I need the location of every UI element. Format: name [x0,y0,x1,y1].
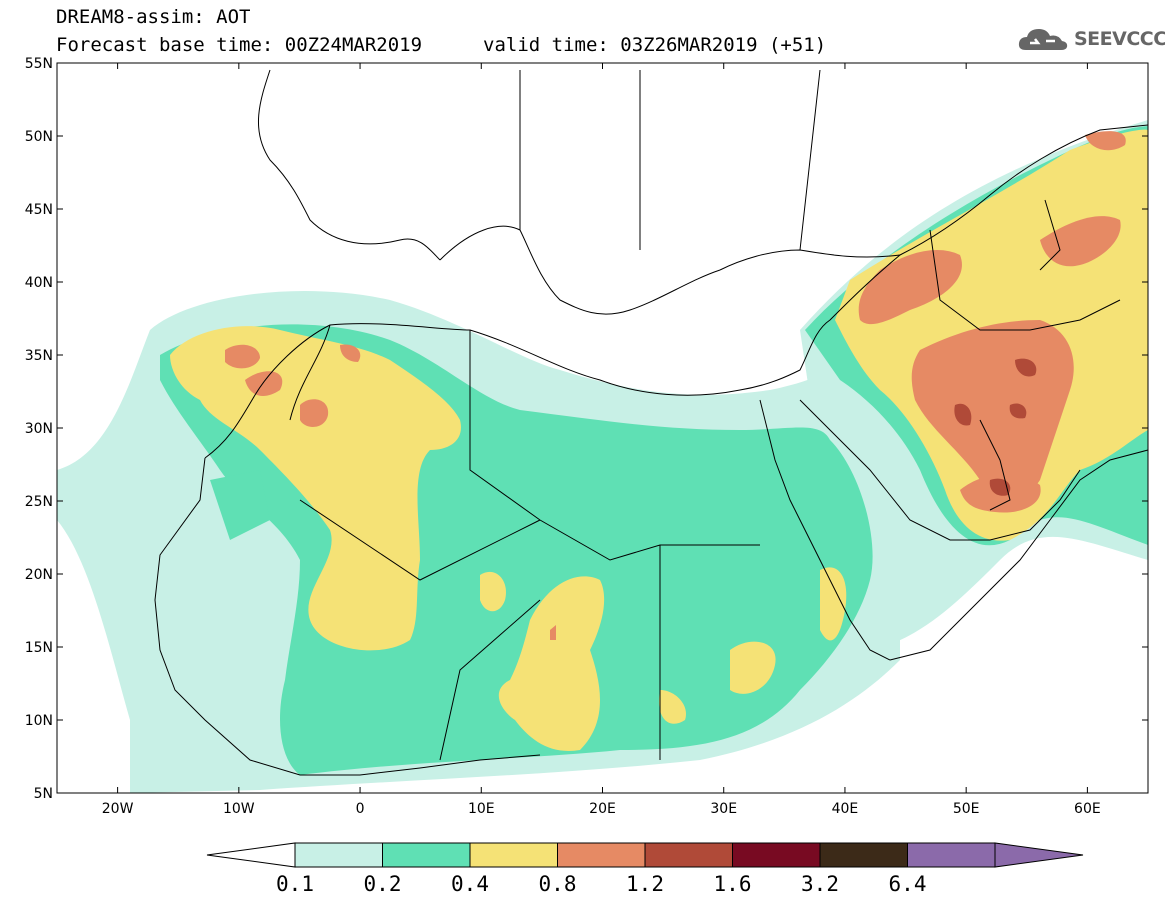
colorbar-label: 0.8 [539,872,577,896]
colorbar: 0.1 0.2 0.4 0.8 1.2 1.6 3.2 6.4 [206,842,1084,896]
colorbar-segment [732,842,821,868]
colorbar-segment [294,842,383,868]
colorbar-label: 0.1 [276,872,314,896]
colorbar-segment [644,842,733,868]
colorbar-segment [557,842,646,868]
lon-tick-label: 20E [589,801,616,817]
lat-tick-label: 20N [25,567,53,583]
lat-tick-label: 25N [25,494,53,510]
lat-tick-label: 5N [34,786,53,802]
logo-text: SEEVCCC [1074,28,1165,50]
lat-tick-label: 40N [25,275,53,291]
lon-tick-label: 50E [953,801,980,817]
seevccc-logo: SEEVCCC [1016,24,1165,54]
lon-tick-label: 30E [710,801,737,817]
lat-tick-label: 30N [25,421,53,437]
colorbar-label: 1.6 [714,872,752,896]
colorbar-over-triangle [994,842,1084,868]
colorbar-label: 6.4 [889,872,927,896]
colorbar-segment [907,842,996,868]
lat-tick-label: 15N [25,640,53,656]
lon-tick-label: 40E [832,801,859,817]
colorbar-segment [382,842,471,868]
colorbar-segment [469,842,558,868]
colorbar-label: 0.4 [451,872,489,896]
map-title: DREAM8-assim: AOT [56,6,251,28]
lat-tick-label: 50N [25,129,53,145]
colorbar-under-triangle [206,842,296,868]
valid-time: valid time: 03Z26MAR2019 (+51) [483,34,827,56]
lat-tick-label: 45N [25,202,53,218]
lon-tick-label: 10E [468,801,495,817]
lat-tick-label: 55N [25,56,53,72]
coastlines [154,69,1148,776]
aot-field [57,63,1148,793]
lon-tick-label: 20W [102,801,134,817]
colorbar-label: 0.2 [364,872,402,896]
cloud-icon [1018,29,1068,50]
lat-tick-label: 35N [25,348,53,364]
lat-tick-label: 10N [25,713,53,729]
lat-axis: 55N 50N 45N 40N 35N 30N 25N 20N 15N 10N 5N [25,56,1148,802]
colorbar-label: 3.2 [801,872,839,896]
lon-axis: 20W 10W 0 10E 20E 30E 40E 50E 60E [102,63,1101,817]
colorbar-segment [819,842,908,868]
lon-tick-label: 0 [356,801,365,817]
colorbar-label: 1.2 [626,872,664,896]
lon-tick-label: 60E [1074,801,1101,817]
lon-tick-label: 10W [223,801,255,817]
base-time: Forecast base time: 00Z24MAR2019 [56,34,423,56]
forecast-time-line: Forecast base time: 00Z24MAR2019 valid ti… [56,34,826,56]
